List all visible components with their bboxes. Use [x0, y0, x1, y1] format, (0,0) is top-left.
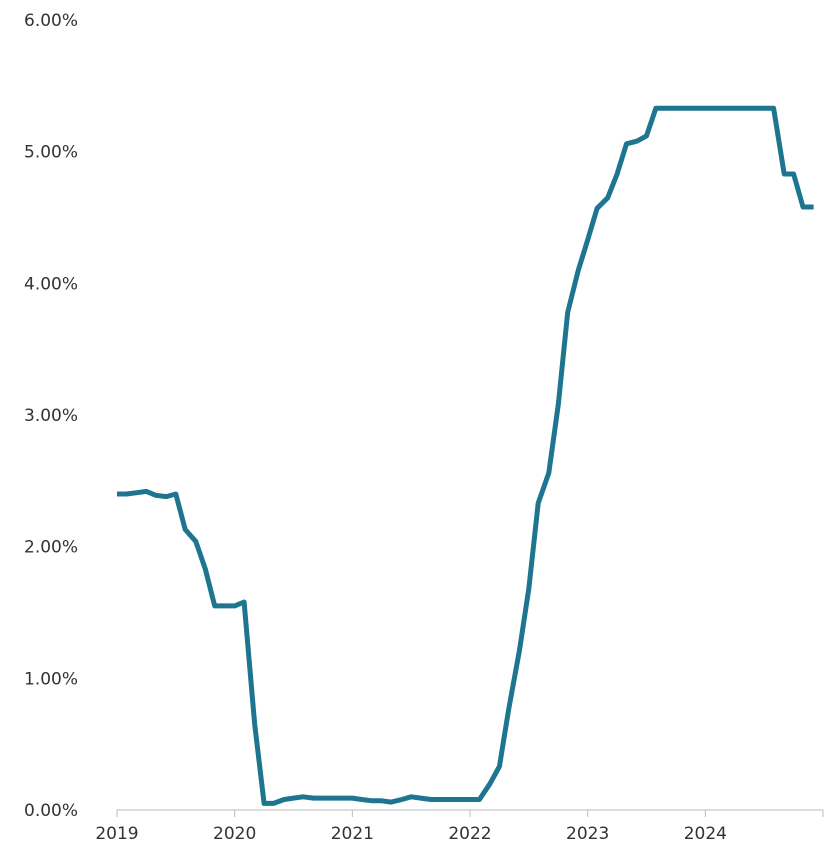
y-axis-ticks: 0.00% 1.00% 2.00% 3.00% 4.00% 5.00% 6.00% [24, 11, 78, 821]
x-axis: 2019 2020 2021 2022 2023 2024 [95, 809, 824, 844]
x-tick-label: 2019 [95, 824, 138, 844]
series-layer [117, 105, 814, 806]
x-tick-label: 2021 [331, 824, 374, 844]
y-tick-label: 3.00% [24, 406, 78, 426]
x-tick-label: 2020 [213, 824, 256, 844]
y-tick-label: 1.00% [24, 669, 78, 689]
y-tick-label: 0.00% [24, 801, 78, 821]
series-line [117, 105, 814, 806]
y-tick-label: 4.00% [24, 274, 78, 294]
x-tick-label: 2022 [448, 824, 491, 844]
x-tick-label: 2024 [684, 824, 727, 844]
y-tick-label: 5.00% [24, 143, 78, 163]
y-tick-label: 2.00% [24, 538, 78, 558]
y-tick-label: 6.00% [24, 11, 78, 31]
x-tick-label: 2023 [566, 824, 609, 844]
